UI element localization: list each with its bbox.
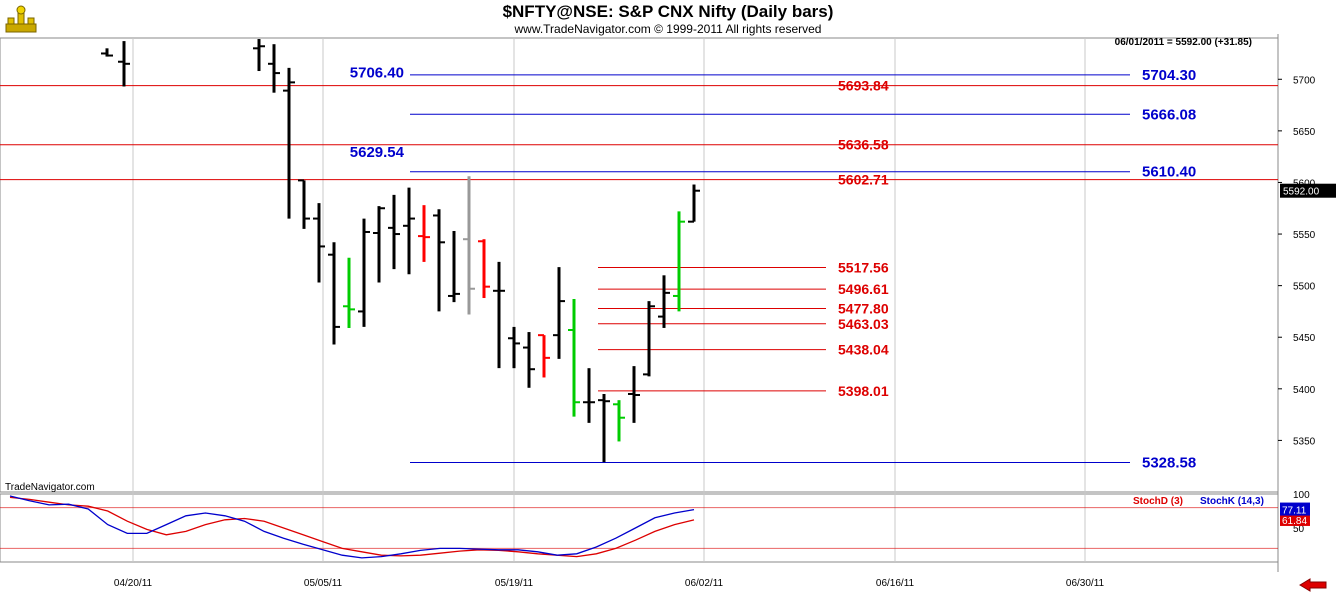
- date-tick-label: 05/05/11: [304, 578, 343, 589]
- level-label: 5398.01: [838, 383, 889, 399]
- ohlc-bar: [673, 211, 685, 312]
- date-tick-label: 04/20/11: [114, 578, 153, 589]
- ohlc-bar: [523, 332, 535, 388]
- legend-stochk: StochK (14,3): [1200, 496, 1264, 507]
- chart-subtitle: www.TradeNavigator.com © 1999-2011 All r…: [514, 22, 822, 36]
- ohlc-bar: [418, 205, 430, 262]
- level-label: 5693.84: [838, 78, 889, 94]
- ohlc-bar: [283, 67, 295, 219]
- level-label: 5438.04: [838, 342, 889, 358]
- ohlc-bar: [613, 400, 625, 442]
- level-label: 5496.61: [838, 281, 889, 297]
- ohlc-bar: [493, 261, 505, 369]
- ohlc-bar: [343, 257, 355, 328]
- stoch-tick-label: 50: [1293, 524, 1305, 535]
- level-label: 5610.40: [1142, 164, 1196, 181]
- ohlc-bar: [388, 194, 400, 270]
- date-tick-label: 06/16/11: [876, 578, 915, 589]
- level-label: 5463.03: [838, 316, 889, 332]
- stochd-last-label: 61.84: [1282, 516, 1307, 527]
- price-tick-label: 5400: [1293, 385, 1316, 396]
- ohlc-bar: [478, 239, 490, 299]
- level-label: 5629.54: [350, 144, 405, 161]
- price-tick-label: 5550: [1293, 230, 1316, 241]
- stoch-panel-frame: [0, 493, 1279, 563]
- ohlc-bar: [101, 48, 113, 57]
- ohlc-bar: [688, 184, 700, 223]
- ohlc-bar: [433, 209, 445, 312]
- stochk-line: [9, 495, 695, 559]
- stochd-line: [9, 496, 695, 558]
- level-label: 5477.80: [838, 301, 889, 317]
- legend-stochd: StochD (3): [1133, 496, 1183, 507]
- stochk-last-box: [1280, 502, 1310, 516]
- stoch-tick-label: 100: [1293, 490, 1310, 501]
- price-readout: 06/01/2011 = 5592.00 (+31.85): [1114, 37, 1252, 48]
- ohlc-bar: [658, 275, 670, 328]
- ohlc-bar: [268, 44, 280, 93]
- level-label: 5706.40: [350, 65, 404, 82]
- chart-title: $NFTY@NSE: S&P CNX Nifty (Daily bars): [502, 2, 834, 21]
- last-price-box: [1280, 183, 1336, 198]
- ohlc-bar: [463, 176, 475, 315]
- ohlc-bar: [358, 218, 370, 327]
- price-tick-label: 5450: [1293, 333, 1316, 344]
- ohlc-bar: [448, 230, 460, 303]
- date-tick-label: 05/19/11: [495, 578, 534, 589]
- date-tick-label: 06/30/11: [1066, 578, 1105, 589]
- ohlc-bar: [118, 41, 130, 87]
- ohlc-bar: [313, 203, 325, 283]
- price-tick-label: 5350: [1293, 436, 1316, 447]
- ohlc-bar: [403, 187, 415, 275]
- date-tick-label: 06/02/11: [685, 578, 724, 589]
- tradenavigator-logo-icon: [5, 5, 37, 33]
- ohlc-bar: [253, 39, 265, 72]
- level-label: 5666.08: [1142, 106, 1196, 123]
- ohlc-bar: [568, 299, 580, 417]
- ohlc-bar: [583, 368, 595, 423]
- ohlc-bar: [538, 334, 550, 378]
- price-tick-label: 5700: [1293, 75, 1316, 86]
- ohlc-bar: [598, 393, 610, 463]
- ohlc-bar: [508, 326, 520, 369]
- level-label: 5636.58: [838, 137, 889, 153]
- price-tick-label: 5500: [1293, 282, 1316, 293]
- ohlc-bar: [628, 366, 640, 423]
- stochd-last-box: [1280, 512, 1310, 526]
- level-label: 5602.71: [838, 172, 889, 188]
- level-label: 5517.56: [838, 260, 889, 276]
- price-panel-frame: [0, 37, 1279, 493]
- level-label: 5704.30: [1142, 67, 1196, 84]
- ohlc-bar: [643, 301, 655, 377]
- level-label: 5328.58: [1142, 455, 1196, 472]
- last-price-label: 5592.00: [1283, 187, 1320, 198]
- ohlc-bar: [373, 206, 385, 283]
- ohlc-bar: [298, 179, 310, 229]
- scroll-left-arrow-icon[interactable]: [1298, 578, 1328, 592]
- ohlc-bar: [328, 242, 340, 345]
- ohlc-bar: [553, 267, 565, 359]
- price-tick-label: 5650: [1293, 127, 1316, 138]
- watermark: TradeNavigator.com: [5, 482, 95, 493]
- stochk-last-label: 77.11: [1282, 506, 1307, 517]
